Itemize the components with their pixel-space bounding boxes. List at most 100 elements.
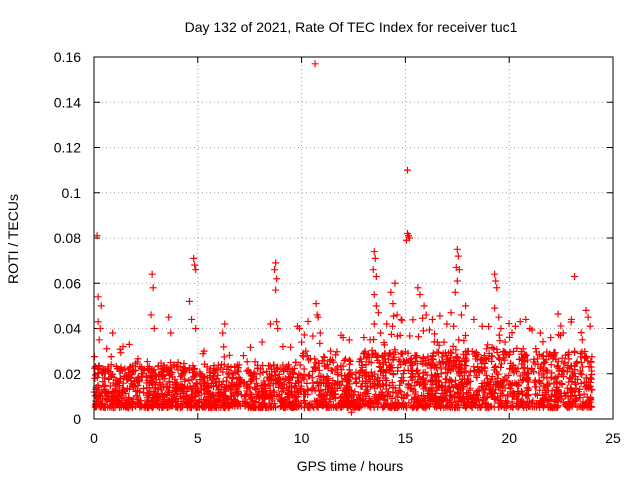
data-point	[343, 382, 351, 390]
y-tick-label: 0.06	[54, 275, 81, 291]
data-point	[223, 373, 231, 381]
data-point	[289, 391, 297, 399]
data-point	[302, 347, 310, 355]
data-point	[465, 372, 473, 380]
data-point	[148, 397, 156, 405]
data-point	[485, 355, 493, 363]
data-point	[188, 315, 196, 323]
data-point	[588, 367, 596, 375]
data-point	[385, 362, 393, 370]
data-point	[272, 259, 280, 267]
data-point	[457, 311, 465, 319]
data-point	[98, 402, 106, 410]
data-point	[416, 291, 424, 299]
data-point	[438, 353, 446, 361]
data-point	[337, 362, 345, 370]
data-point	[240, 380, 248, 388]
data-point	[481, 389, 489, 397]
data-point	[177, 394, 185, 402]
data-point	[120, 403, 128, 411]
data-point	[427, 392, 435, 400]
data-point	[224, 370, 232, 378]
data-point	[552, 355, 560, 363]
data-point	[160, 396, 168, 404]
data-point	[119, 343, 127, 351]
data-point	[196, 376, 204, 384]
data-point	[578, 336, 586, 344]
data-point	[106, 382, 114, 390]
data-point	[329, 377, 337, 385]
data-point	[190, 365, 198, 373]
data-point	[314, 313, 322, 321]
x-tick-label: 10	[294, 430, 310, 446]
data-point	[237, 391, 245, 399]
data-point	[127, 377, 135, 385]
data-point	[553, 362, 561, 370]
data-point	[96, 325, 104, 332]
data-point	[427, 376, 435, 384]
data-point	[136, 363, 144, 371]
data-point	[395, 356, 403, 364]
data-point	[272, 404, 280, 412]
data-point	[120, 373, 128, 381]
data-point	[266, 392, 274, 400]
data-point	[434, 377, 442, 385]
data-point	[409, 367, 417, 375]
data-point	[516, 372, 524, 380]
data-point	[323, 403, 331, 411]
data-point	[491, 362, 499, 370]
data-point	[488, 386, 496, 394]
data-point	[324, 364, 332, 372]
data-point	[565, 378, 573, 386]
data-point	[435, 373, 443, 381]
data-point	[419, 327, 427, 335]
data-point	[450, 322, 458, 330]
data-point	[339, 334, 347, 342]
data-point	[134, 373, 142, 381]
data-point	[147, 311, 155, 319]
data-point	[151, 381, 159, 389]
data-point	[417, 357, 425, 365]
data-point	[552, 386, 560, 394]
data-point	[310, 404, 318, 412]
data-point	[264, 380, 272, 388]
data-point	[512, 393, 520, 401]
data-point	[93, 373, 101, 381]
data-point	[483, 345, 491, 353]
data-point	[109, 388, 117, 396]
data-point	[300, 371, 308, 379]
data-point	[388, 379, 396, 386]
data-point	[127, 363, 135, 371]
data-point	[379, 358, 387, 366]
data-point	[105, 375, 113, 383]
data-point	[314, 382, 322, 390]
data-point	[102, 394, 110, 402]
data-point	[384, 390, 392, 398]
data-point	[541, 358, 549, 366]
data-point	[537, 379, 545, 387]
data-point	[478, 322, 486, 330]
data-point	[447, 309, 455, 317]
data-point	[445, 388, 453, 396]
data-point	[497, 360, 505, 368]
data-point	[252, 379, 260, 387]
data-point	[474, 363, 482, 371]
y-tick-label: 0.16	[54, 49, 81, 65]
data-point	[584, 313, 592, 321]
data-point	[493, 284, 501, 292]
data-point	[458, 396, 466, 404]
data-point	[554, 310, 562, 318]
data-point	[431, 393, 439, 401]
data-point	[559, 366, 567, 374]
data-point	[550, 403, 558, 411]
data-point	[431, 371, 439, 379]
data-point	[443, 355, 451, 363]
data-point	[397, 377, 405, 385]
data-point	[409, 404, 417, 412]
data-point	[201, 379, 209, 387]
data-point	[163, 364, 171, 372]
data-point	[396, 331, 404, 339]
data-point	[361, 401, 369, 409]
data-point	[488, 343, 496, 351]
data-point	[476, 356, 484, 364]
